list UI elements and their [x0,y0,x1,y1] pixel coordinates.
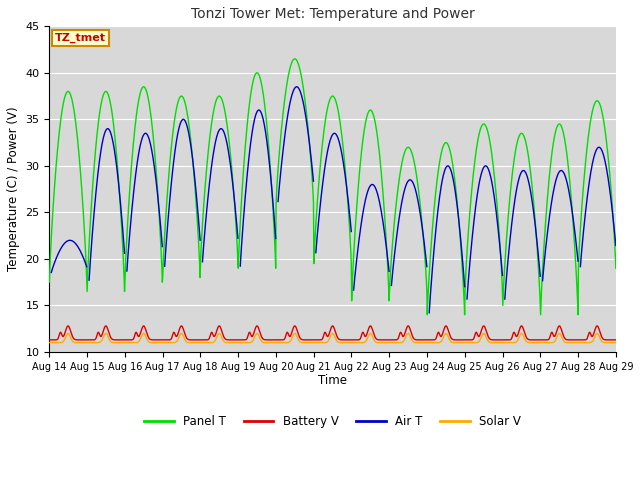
Solar V [172,339,180,345]
Line: Solar V: Solar V [49,334,616,343]
Solar V [612,340,620,346]
Air T [420,242,428,248]
Battery V [545,336,553,342]
X-axis label: Time: Time [318,374,347,387]
Solar V [158,340,166,346]
Line: Battery V: Battery V [49,326,616,340]
Line: Air T: Air T [51,87,616,313]
Battery V [172,333,180,339]
Panel T [424,312,431,318]
Battery V [158,337,166,343]
Battery V [612,337,620,343]
Battery V [421,337,429,343]
Solar V [236,340,243,346]
Solar V [421,340,429,346]
Battery V [45,337,53,343]
Air T [172,146,179,152]
Solar V [545,340,553,346]
Panel T [157,257,165,263]
Panel T [421,254,429,260]
Solar V [495,340,503,346]
Panel T [45,279,53,285]
Text: TZ_tmet: TZ_tmet [55,33,106,43]
Air T [545,221,552,227]
Y-axis label: Temperature (C) / Power (V): Temperature (C) / Power (V) [7,107,20,271]
Legend: Panel T, Battery V, Air T, Solar V: Panel T, Battery V, Air T, Solar V [140,410,526,432]
Solar V [64,331,72,336]
Panel T [172,112,179,118]
Panel T [291,56,298,62]
Panel T [612,265,620,271]
Solar V [45,340,53,346]
Air T [495,230,502,236]
Line: Panel T: Panel T [49,59,616,315]
Air T [612,242,620,248]
Title: Tonzi Tower Met: Temperature and Power: Tonzi Tower Met: Temperature and Power [191,7,474,21]
Panel T [495,231,503,237]
Battery V [236,337,243,343]
Panel T [545,174,553,180]
Battery V [495,337,503,343]
Panel T [235,252,243,258]
Air T [157,234,165,240]
Battery V [64,323,72,329]
